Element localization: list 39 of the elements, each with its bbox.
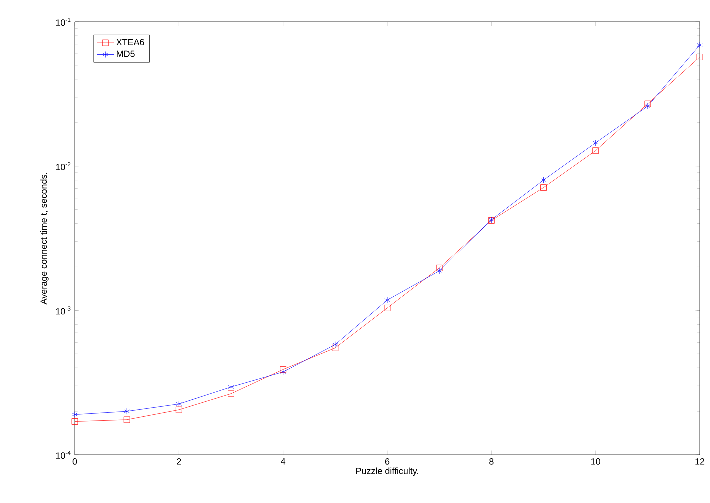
point: [593, 140, 599, 146]
point: [696, 54, 704, 60]
y-tick-label: 10$^{-1}$: [56, 18, 71, 26]
x-tick-label: 2: [177, 458, 182, 465]
point: [280, 366, 287, 373]
x-tick-label: 4: [281, 458, 286, 465]
point: [644, 100, 652, 108]
point: [592, 148, 600, 154]
point: [280, 368, 286, 376]
y-tick-label: 10$^{-3}$: [56, 306, 71, 315]
point: [228, 384, 234, 390]
point: [645, 103, 651, 110]
point: [697, 42, 703, 48]
point: [124, 408, 130, 415]
point: [72, 418, 78, 425]
point: [176, 400, 182, 408]
legend-label: MD5: [117, 50, 135, 58]
y-tick-label: 10$^{-4}$: [56, 451, 71, 460]
point: [176, 406, 182, 414]
point: [384, 297, 390, 304]
point: [332, 344, 339, 352]
x-tick-label: 8: [490, 458, 494, 465]
point: [124, 416, 130, 424]
point: [540, 177, 547, 184]
x-tick-label: 6: [385, 458, 390, 465]
point: [332, 342, 338, 348]
legend-label: XTEA6: [116, 39, 144, 46]
point: [72, 412, 78, 418]
x-tick-label: 10: [592, 458, 600, 465]
y-tick-label: 10$^{-2}$: [56, 162, 71, 170]
y-axis-title: Average connect time t, seconds.: [40, 173, 49, 305]
point: [436, 268, 442, 274]
point: [228, 390, 234, 398]
point: [540, 184, 547, 191]
point: [436, 264, 443, 272]
x-tick-label: 12: [696, 458, 705, 465]
x-axis-title: Puzzle difficulty.: [356, 468, 418, 476]
x-tick-label: 0: [72, 458, 78, 465]
point: [384, 305, 391, 312]
